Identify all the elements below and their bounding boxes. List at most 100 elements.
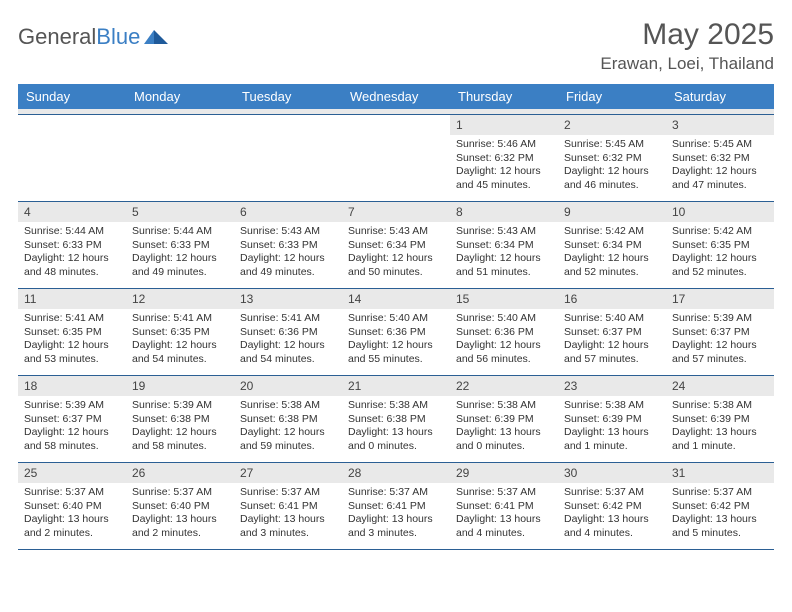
dayname-row: Sunday Monday Tuesday Wednesday Thursday… bbox=[18, 84, 774, 109]
sunset-text: Sunset: 6:39 PM bbox=[672, 413, 768, 427]
sunset-text: Sunset: 6:42 PM bbox=[672, 500, 768, 514]
day-number: 28 bbox=[342, 463, 450, 483]
daylight-text: Daylight: 12 hours and 56 minutes. bbox=[456, 339, 552, 366]
sunset-text: Sunset: 6:33 PM bbox=[24, 239, 120, 253]
day-number: 16 bbox=[558, 289, 666, 309]
sunrise-text: Sunrise: 5:39 AM bbox=[24, 399, 120, 413]
day-cell: 18Sunrise: 5:39 AMSunset: 6:37 PMDayligh… bbox=[18, 376, 126, 462]
day-number: 23 bbox=[558, 376, 666, 396]
daylight-text: Daylight: 12 hours and 58 minutes. bbox=[24, 426, 120, 453]
daylight-text: Daylight: 12 hours and 49 minutes. bbox=[132, 252, 228, 279]
day-cell: 12Sunrise: 5:41 AMSunset: 6:35 PMDayligh… bbox=[126, 289, 234, 375]
day-cell: 8Sunrise: 5:43 AMSunset: 6:34 PMDaylight… bbox=[450, 202, 558, 288]
week-row: 4Sunrise: 5:44 AMSunset: 6:33 PMDaylight… bbox=[18, 202, 774, 289]
sunrise-text: Sunrise: 5:42 AM bbox=[672, 225, 768, 239]
daylight-text: Daylight: 13 hours and 2 minutes. bbox=[132, 513, 228, 540]
day-cell bbox=[234, 115, 342, 201]
dayname: Thursday bbox=[450, 84, 558, 109]
day-cell: 7Sunrise: 5:43 AMSunset: 6:34 PMDaylight… bbox=[342, 202, 450, 288]
day-number: 2 bbox=[558, 115, 666, 135]
day-number: 22 bbox=[450, 376, 558, 396]
sunrise-text: Sunrise: 5:43 AM bbox=[456, 225, 552, 239]
day-number: 6 bbox=[234, 202, 342, 222]
sunset-text: Sunset: 6:36 PM bbox=[348, 326, 444, 340]
sunrise-text: Sunrise: 5:38 AM bbox=[456, 399, 552, 413]
day-number: 17 bbox=[666, 289, 774, 309]
sunset-text: Sunset: 6:40 PM bbox=[132, 500, 228, 514]
logo-text: GeneralBlue bbox=[18, 24, 140, 50]
day-details: Sunrise: 5:39 AMSunset: 6:37 PMDaylight:… bbox=[666, 309, 774, 373]
day-number: 29 bbox=[450, 463, 558, 483]
location-subtitle: Erawan, Loei, Thailand bbox=[600, 54, 774, 74]
sunset-text: Sunset: 6:41 PM bbox=[456, 500, 552, 514]
sunset-text: Sunset: 6:32 PM bbox=[672, 152, 768, 166]
day-number: 13 bbox=[234, 289, 342, 309]
sunrise-text: Sunrise: 5:37 AM bbox=[24, 486, 120, 500]
sunset-text: Sunset: 6:37 PM bbox=[564, 326, 660, 340]
sunset-text: Sunset: 6:33 PM bbox=[240, 239, 336, 253]
header: GeneralBlue May 2025 Erawan, Loei, Thail… bbox=[18, 18, 774, 74]
title-block: May 2025 Erawan, Loei, Thailand bbox=[600, 18, 774, 74]
day-cell: 14Sunrise: 5:40 AMSunset: 6:36 PMDayligh… bbox=[342, 289, 450, 375]
sunrise-text: Sunrise: 5:43 AM bbox=[348, 225, 444, 239]
day-number: 26 bbox=[126, 463, 234, 483]
daylight-text: Daylight: 13 hours and 3 minutes. bbox=[348, 513, 444, 540]
sunrise-text: Sunrise: 5:37 AM bbox=[348, 486, 444, 500]
dayname: Sunday bbox=[18, 84, 126, 109]
daylight-text: Daylight: 12 hours and 47 minutes. bbox=[672, 165, 768, 192]
day-cell: 15Sunrise: 5:40 AMSunset: 6:36 PMDayligh… bbox=[450, 289, 558, 375]
week-row: 18Sunrise: 5:39 AMSunset: 6:37 PMDayligh… bbox=[18, 376, 774, 463]
day-details: Sunrise: 5:44 AMSunset: 6:33 PMDaylight:… bbox=[126, 222, 234, 286]
day-cell bbox=[126, 115, 234, 201]
sunrise-text: Sunrise: 5:43 AM bbox=[240, 225, 336, 239]
day-details: Sunrise: 5:37 AMSunset: 6:41 PMDaylight:… bbox=[234, 483, 342, 547]
daylight-text: Daylight: 12 hours and 59 minutes. bbox=[240, 426, 336, 453]
day-details: Sunrise: 5:39 AMSunset: 6:38 PMDaylight:… bbox=[126, 396, 234, 460]
daylight-text: Daylight: 13 hours and 3 minutes. bbox=[240, 513, 336, 540]
sunrise-text: Sunrise: 5:40 AM bbox=[564, 312, 660, 326]
day-number: 19 bbox=[126, 376, 234, 396]
sunrise-text: Sunrise: 5:44 AM bbox=[24, 225, 120, 239]
day-details: Sunrise: 5:45 AMSunset: 6:32 PMDaylight:… bbox=[558, 135, 666, 199]
day-cell: 17Sunrise: 5:39 AMSunset: 6:37 PMDayligh… bbox=[666, 289, 774, 375]
day-details: Sunrise: 5:40 AMSunset: 6:37 PMDaylight:… bbox=[558, 309, 666, 373]
sunrise-text: Sunrise: 5:40 AM bbox=[348, 312, 444, 326]
daylight-text: Daylight: 12 hours and 53 minutes. bbox=[24, 339, 120, 366]
logo-word1: General bbox=[18, 24, 96, 49]
sunset-text: Sunset: 6:36 PM bbox=[240, 326, 336, 340]
day-cell: 20Sunrise: 5:38 AMSunset: 6:38 PMDayligh… bbox=[234, 376, 342, 462]
day-cell bbox=[342, 115, 450, 201]
daylight-text: Daylight: 13 hours and 0 minutes. bbox=[348, 426, 444, 453]
sunset-text: Sunset: 6:40 PM bbox=[24, 500, 120, 514]
sunrise-text: Sunrise: 5:38 AM bbox=[672, 399, 768, 413]
day-number: 8 bbox=[450, 202, 558, 222]
day-number: 9 bbox=[558, 202, 666, 222]
day-cell: 16Sunrise: 5:40 AMSunset: 6:37 PMDayligh… bbox=[558, 289, 666, 375]
sunset-text: Sunset: 6:36 PM bbox=[456, 326, 552, 340]
sunset-text: Sunset: 6:34 PM bbox=[564, 239, 660, 253]
sunrise-text: Sunrise: 5:39 AM bbox=[672, 312, 768, 326]
daylight-text: Daylight: 12 hours and 52 minutes. bbox=[564, 252, 660, 279]
sunrise-text: Sunrise: 5:44 AM bbox=[132, 225, 228, 239]
week-row: 11Sunrise: 5:41 AMSunset: 6:35 PMDayligh… bbox=[18, 289, 774, 376]
week-row: 25Sunrise: 5:37 AMSunset: 6:40 PMDayligh… bbox=[18, 463, 774, 550]
sunset-text: Sunset: 6:32 PM bbox=[564, 152, 660, 166]
day-cell: 31Sunrise: 5:37 AMSunset: 6:42 PMDayligh… bbox=[666, 463, 774, 549]
sunrise-text: Sunrise: 5:45 AM bbox=[564, 138, 660, 152]
day-number: 24 bbox=[666, 376, 774, 396]
day-details: Sunrise: 5:38 AMSunset: 6:38 PMDaylight:… bbox=[234, 396, 342, 460]
daylight-text: Daylight: 12 hours and 48 minutes. bbox=[24, 252, 120, 279]
sunrise-text: Sunrise: 5:41 AM bbox=[240, 312, 336, 326]
day-cell: 23Sunrise: 5:38 AMSunset: 6:39 PMDayligh… bbox=[558, 376, 666, 462]
sunrise-text: Sunrise: 5:41 AM bbox=[132, 312, 228, 326]
sunset-text: Sunset: 6:38 PM bbox=[132, 413, 228, 427]
sunrise-text: Sunrise: 5:37 AM bbox=[240, 486, 336, 500]
day-number: 20 bbox=[234, 376, 342, 396]
day-details: Sunrise: 5:37 AMSunset: 6:40 PMDaylight:… bbox=[126, 483, 234, 547]
day-details: Sunrise: 5:38 AMSunset: 6:39 PMDaylight:… bbox=[666, 396, 774, 460]
daylight-text: Daylight: 13 hours and 5 minutes. bbox=[672, 513, 768, 540]
day-number: 25 bbox=[18, 463, 126, 483]
day-number: 30 bbox=[558, 463, 666, 483]
sunset-text: Sunset: 6:34 PM bbox=[456, 239, 552, 253]
daylight-text: Daylight: 12 hours and 45 minutes. bbox=[456, 165, 552, 192]
